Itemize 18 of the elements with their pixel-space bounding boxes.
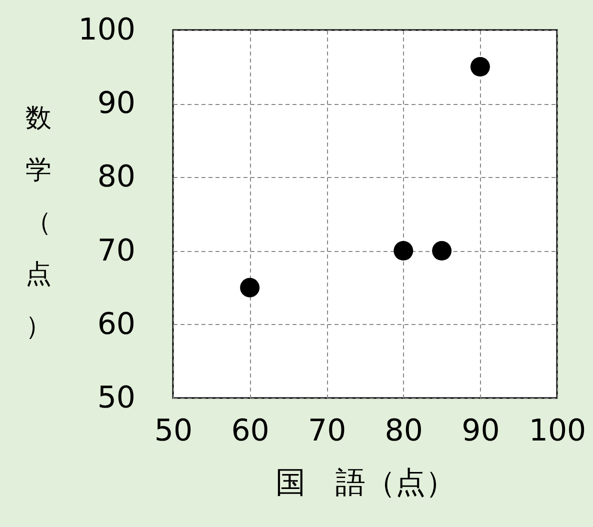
x-tick-label: 50 (154, 414, 193, 448)
point (394, 241, 414, 261)
y-tick-label: 100 (78, 12, 136, 48)
x-axis-title: 国 語（点） (276, 466, 456, 500)
x-tick-label: 60 (231, 414, 270, 448)
y-tick-label: 60 (97, 306, 136, 342)
y-axis-title: 数学（点） (26, 104, 52, 342)
point (470, 57, 490, 77)
y-tick-label: 80 (97, 160, 136, 195)
x-tick-label: 70 (308, 414, 346, 448)
x-tick-label: 80 (384, 414, 423, 448)
y-tick-label: 90 (97, 86, 136, 122)
point (240, 278, 260, 298)
point (432, 241, 452, 261)
y-tick-label: 50 (97, 380, 136, 416)
y-tick-label: 70 (97, 233, 136, 268)
x-tick-label: 90 (462, 414, 500, 448)
x-tick-label: 100 (528, 414, 586, 448)
